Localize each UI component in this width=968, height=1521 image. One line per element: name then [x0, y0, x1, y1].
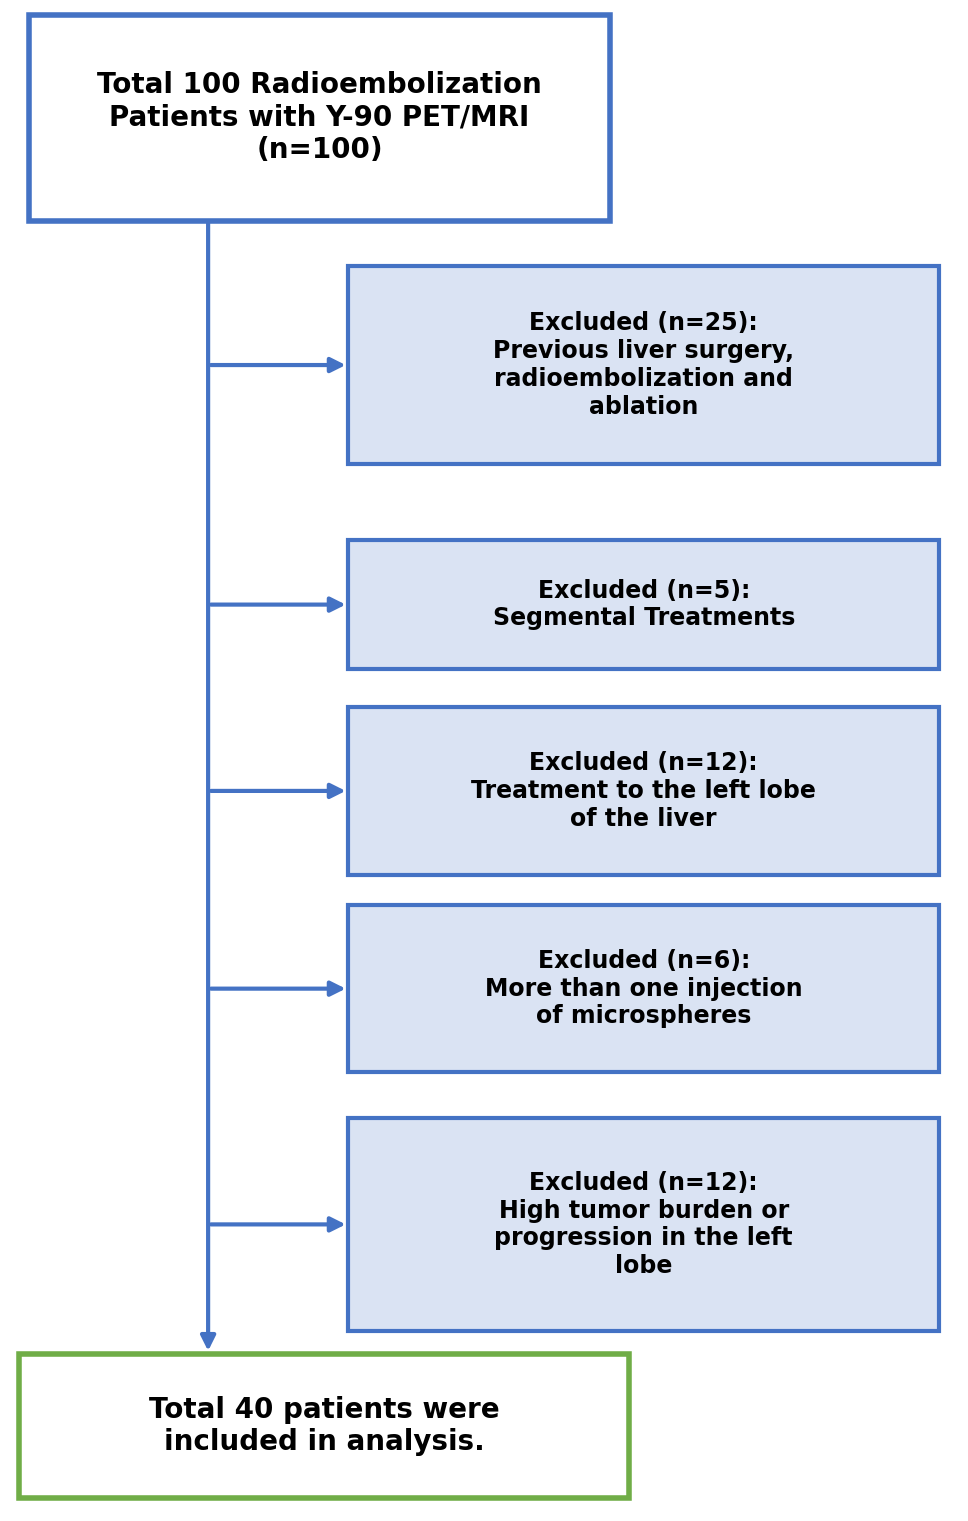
Text: Total 40 patients were
included in analysis.: Total 40 patients were included in analy…	[149, 1396, 499, 1456]
FancyBboxPatch shape	[348, 1118, 939, 1331]
Text: Excluded (n=12):
Treatment to the left lobe
of the liver: Excluded (n=12): Treatment to the left l…	[471, 751, 816, 830]
Text: Excluded (n=6):
More than one injection
of microspheres: Excluded (n=6): More than one injection …	[485, 949, 802, 1028]
FancyBboxPatch shape	[29, 15, 610, 221]
FancyBboxPatch shape	[348, 266, 939, 464]
FancyBboxPatch shape	[348, 905, 939, 1072]
FancyBboxPatch shape	[348, 540, 939, 669]
FancyBboxPatch shape	[348, 707, 939, 875]
Text: Total 100 Radioembolization
Patients with Y-90 PET/MRI
(n=100): Total 100 Radioembolization Patients wit…	[97, 71, 542, 164]
Text: Excluded (n=12):
High tumor burden or
progression in the left
lobe: Excluded (n=12): High tumor burden or pr…	[495, 1171, 793, 1278]
Text: Excluded (n=25):
Previous liver surgery,
radioembolization and
ablation: Excluded (n=25): Previous liver surgery,…	[494, 312, 794, 418]
Text: Excluded (n=5):
Segmental Treatments: Excluded (n=5): Segmental Treatments	[493, 578, 795, 631]
FancyBboxPatch shape	[19, 1354, 629, 1498]
